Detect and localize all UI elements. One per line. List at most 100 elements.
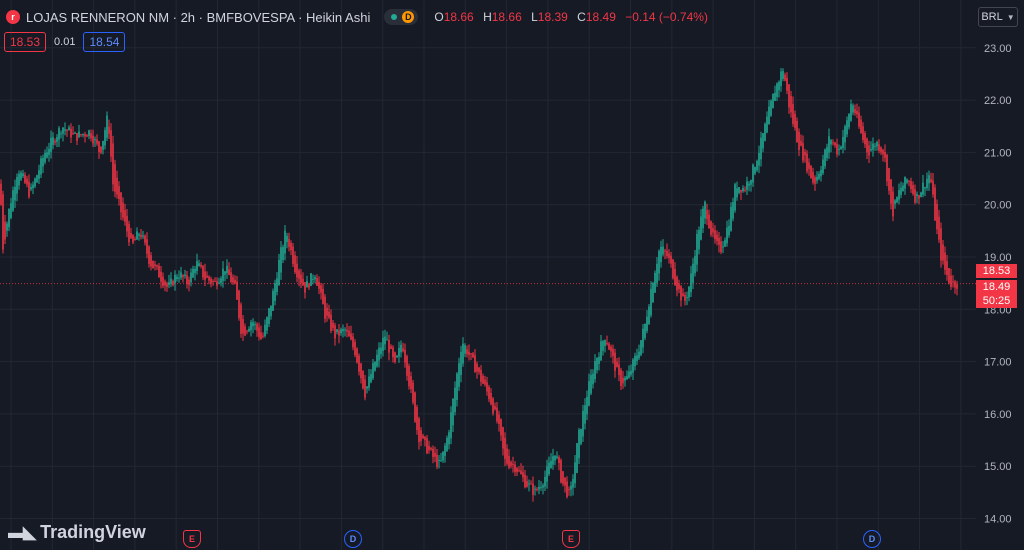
market-status[interactable]: D [384, 9, 419, 25]
candle-body [630, 370, 632, 375]
candle-body [62, 127, 64, 134]
candle-body [426, 438, 428, 454]
candle-body [166, 283, 168, 287]
candle-body [558, 457, 560, 464]
candle-body [556, 456, 558, 458]
candle-body [420, 430, 422, 441]
candle-body [120, 192, 122, 213]
candle-body [740, 189, 742, 193]
candle-body [108, 126, 110, 134]
bar-countdown-tag: 50:25 [976, 294, 1017, 308]
candle-body [876, 142, 878, 147]
candle-body [368, 376, 370, 388]
candle-body [898, 190, 900, 200]
candle-body [688, 286, 690, 298]
candle-body [702, 208, 704, 229]
candle-body [764, 123, 766, 141]
candle-body [170, 278, 172, 284]
candle-body [252, 322, 254, 327]
candle-body [712, 228, 714, 233]
candle-body [870, 149, 872, 151]
candle-body [12, 190, 14, 211]
candle-body [826, 147, 828, 158]
price-axis[interactable]: 14.0015.0016.0017.0018.0019.0020.0021.00… [984, 0, 1012, 526]
candle-body [850, 104, 852, 121]
candle-body [942, 244, 944, 261]
candle-body [150, 255, 152, 267]
earnings-event-marker[interactable]: E [183, 530, 201, 548]
candle-body [610, 346, 612, 352]
candle-body [220, 278, 222, 284]
candle-body [828, 136, 830, 153]
candle-body [922, 182, 924, 195]
symbol-title[interactable]: LOJAS RENNERON NM · 2h · BMFBOVESPA · He… [26, 9, 371, 25]
candle-body [388, 339, 390, 353]
candle-body [628, 371, 630, 378]
candle-body [736, 188, 738, 198]
candle-body [136, 231, 138, 240]
candle-body [152, 260, 154, 269]
candle-body [300, 274, 302, 284]
candle-body [866, 138, 868, 153]
candle-body [750, 180, 752, 185]
candle-body [544, 476, 546, 487]
candle-body [616, 361, 618, 368]
candle-body [72, 133, 74, 135]
candle-body [888, 168, 890, 191]
candle-body [538, 486, 540, 490]
candle-body [760, 137, 762, 160]
symbol-logo[interactable]: r [6, 10, 20, 24]
tradingview-brand: TradingView [40, 522, 146, 542]
candle-body [56, 137, 58, 142]
candle-body [434, 452, 436, 457]
candle-body [232, 277, 234, 283]
sell-button[interactable]: 18.53 [4, 32, 47, 52]
candle-body [684, 294, 686, 301]
candle-body [50, 137, 52, 152]
candle-body [528, 483, 530, 485]
candle-body [604, 339, 606, 346]
tradingview-mark-icon: ▬◣ [8, 522, 36, 542]
buy-button[interactable]: 18.54 [83, 32, 126, 52]
candle-body [822, 159, 824, 174]
tradingview-logo[interactable]: ▬◣ TradingView [8, 522, 146, 543]
currency-selector[interactable]: BRL ▼ [978, 7, 1018, 27]
candle-body [892, 191, 894, 217]
candle-body [802, 143, 804, 161]
candle-body [600, 341, 602, 361]
candle-body [580, 428, 582, 444]
candle-body [938, 216, 940, 240]
candle-body [482, 375, 484, 384]
candle-body [794, 114, 796, 128]
candle-body [328, 311, 330, 318]
price-tick-label: 24.00 [984, 0, 1012, 3]
candle-body [804, 151, 806, 156]
candle-body [444, 445, 446, 456]
candle-body [574, 462, 576, 484]
candle-body [890, 179, 892, 204]
candle-body [858, 112, 860, 127]
candle-body [60, 133, 62, 135]
candle-body [566, 481, 568, 497]
candle-body [752, 164, 754, 183]
candle-body [800, 140, 802, 146]
candle-body [394, 352, 396, 363]
candle-body [726, 227, 728, 244]
candle-body [408, 366, 410, 387]
candle-body [42, 158, 44, 167]
candle-body [686, 297, 688, 299]
candle-body [782, 70, 784, 79]
candle-body [880, 147, 882, 153]
candle-body [452, 398, 454, 426]
candle-body [454, 387, 456, 413]
candle-body [260, 332, 262, 340]
dividend-event-marker[interactable]: D [863, 530, 881, 548]
candle-body [144, 235, 146, 243]
dividend-event-marker[interactable]: D [344, 530, 362, 548]
earnings-event-marker[interactable]: E [562, 530, 580, 548]
candle-body [302, 278, 304, 286]
candle-body [214, 281, 216, 283]
candle-body [370, 374, 372, 383]
candle-body [466, 349, 468, 355]
